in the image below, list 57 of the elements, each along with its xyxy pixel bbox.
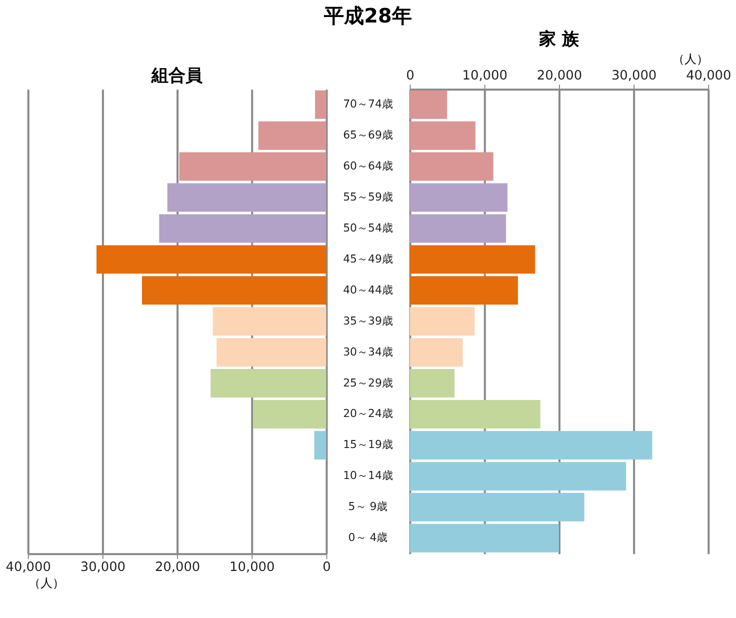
y-tick-label: 5～ 9歳 (348, 500, 388, 514)
y-tick-label: 70～74歳 (343, 98, 393, 111)
text: 組合員 (150, 65, 204, 86)
y-tick-label: 0～ 4歳 (348, 531, 388, 544)
y-tick-label: 20～24歳 (343, 407, 393, 420)
x-tick-label: 10,000 (230, 560, 275, 576)
bar (410, 307, 475, 336)
x-tick-label: 40,000 (686, 68, 732, 84)
bar (410, 245, 536, 274)
y-tick-label: 15～19歳 (343, 438, 393, 452)
y-tick-label: 50～54歳 (343, 221, 393, 234)
bar (216, 338, 326, 367)
bar (142, 276, 326, 305)
bar (315, 90, 326, 119)
x-axis-title: （人） (672, 52, 709, 66)
y-tick-label: 65～69歳 (343, 128, 393, 142)
x-tick-label: 0 (322, 560, 331, 576)
text: 家 族 (538, 28, 580, 48)
bar (179, 152, 326, 181)
bar (410, 524, 559, 552)
bar (159, 214, 326, 243)
y-tick-label: 40～44歳 (343, 283, 393, 296)
bar (410, 90, 448, 119)
bar (314, 430, 326, 460)
text: 平成28年 (323, 4, 412, 28)
bar (410, 338, 463, 367)
bar (410, 276, 518, 305)
bar (410, 121, 476, 150)
x-tick-label: 20,000 (154, 560, 200, 576)
bar (410, 183, 508, 212)
bar (410, 214, 506, 243)
bar (410, 430, 652, 460)
bar (410, 152, 494, 181)
y-tick-label: 30～34歳 (343, 345, 393, 358)
x-tick-label: 30,000 (611, 68, 657, 84)
bar (210, 369, 326, 398)
y-tick-label: 55～59歳 (343, 190, 393, 204)
y-tick-label: 35～39歳 (343, 314, 393, 328)
bar (410, 462, 626, 490)
bar (253, 400, 326, 429)
x-tick-label: 30,000 (80, 560, 126, 576)
bar (96, 245, 326, 274)
bar (410, 369, 455, 398)
x-tick-label: 0 (406, 68, 414, 84)
x-tick-label: 20,000 (536, 68, 582, 84)
x-axis-title: （人） (28, 576, 64, 590)
y-tick-label: 60～64歳 (343, 160, 393, 173)
y-tick-label: 45～49歳 (343, 252, 393, 266)
y-tick-label: 25～29歳 (343, 376, 393, 390)
bar (258, 121, 326, 150)
y-tick-label: 10～14歳 (343, 469, 393, 482)
x-tick-label: 10,000 (462, 68, 508, 84)
bar (212, 307, 326, 336)
x-tick-label: 40,000 (6, 560, 51, 576)
bar (167, 183, 326, 212)
bar (410, 492, 584, 522)
bar (410, 400, 540, 429)
